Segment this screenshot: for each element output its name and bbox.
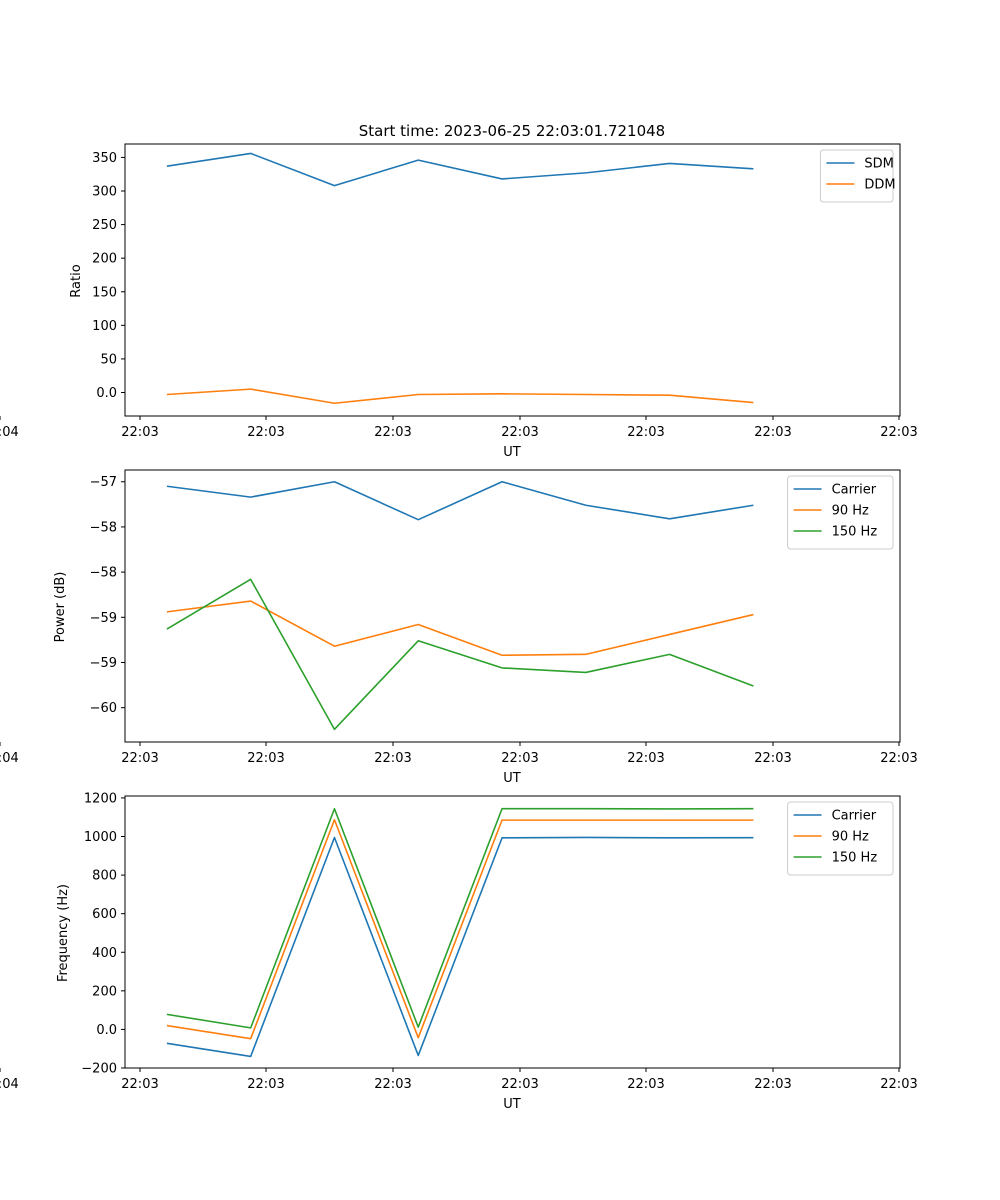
frequency-y-tick-label: 600 [92,907,117,922]
frequency-series-line-150-hz [166,807,754,1029]
ratio-legend-label: SDM [864,157,893,172]
power-series-line-90-hz [166,600,754,657]
power-x-tick-label: 22:03 [880,751,917,766]
frequency-x-tick-label: 22:03 [121,1077,158,1092]
power-y-axis-label: Power (dB) [53,572,68,643]
ratio-y-tick-label: 200 [92,252,117,267]
power-axes-frame [124,469,901,743]
ratio-axes-frame [124,143,901,417]
power-x-tick-label: 22:03 [754,751,791,766]
ratio-series-line-ddm [166,388,754,405]
ratio-plot-area: 22:03 22:03 22:03 22:03 22:03 22:03 22:03 22:04… [0,143,918,440]
ratio-x-tick-label: 22:03 [880,425,917,440]
ratio-y-tick-label: 0.0 [96,386,117,401]
power-legend-label: 150 Hz [832,525,878,540]
power-legend-label: Carrier [832,483,877,498]
ratio-legend: SDM DDM [819,149,896,203]
frequency-x-tick-label: 22:03 [880,1077,917,1092]
power-y-tick-label: −59 [90,611,117,626]
frequency-y-tick-label: −200 [81,1062,117,1077]
power-y-tick-label: −58 [90,566,117,581]
ratio-x-tick-label: 22:03 [247,425,284,440]
power-legend-label: 90 Hz [832,504,869,519]
ratio-x-axis-label: UT [503,445,521,460]
power-panel: 22:03 22:03 22:03 22:03 22:03 22:03 22:03 22:04… [0,469,918,786]
ratio-y-tick-label: 350 [92,151,117,166]
ratio-x-tick-label: 22:03 [627,425,664,440]
ratio-x-tick-label: 22:03 [501,425,538,440]
ratio-panel: Start time: 2023-06-25 22:03:01.721048 2… [0,122,918,460]
ratio-y-tick-label: 150 [92,285,117,300]
power-y-tick-label: −60 [90,701,117,716]
power-x-tick-label: 22:03 [627,751,664,766]
frequency-x-tick-label: 22:03 [754,1077,791,1092]
frequency-legend: Carrier 90 Hz 150 Hz [787,801,894,876]
ratio-y-axis-label: Ratio [69,264,84,297]
power-plot-area: 22:03 22:03 22:03 22:03 22:03 22:03 22:03 22:04… [0,469,918,766]
power-x-tick-label: 22:03 [501,751,538,766]
frequency-series-line-carrier [166,836,754,1058]
frequency-axes-frame [124,795,901,1069]
ratio-y-tick-label: 50 [100,352,117,367]
frequency-plot-area: 22:03 22:03 22:03 22:03 22:03 22:03 22:03 22:04… [0,791,918,1092]
power-series-line-150-hz [166,578,754,731]
ratio-series-line-sdm [166,152,754,187]
frequency-x-tick-label: 22:04 [0,1077,19,1092]
ratio-x-tick-label: 22:04 [0,425,19,440]
frequency-series-line-90-hz [166,818,754,1040]
frequency-x-tick-label: 22:03 [627,1077,664,1092]
power-x-tick-label: 22:03 [247,751,284,766]
frequency-x-axis-label: UT [503,1097,521,1112]
frequency-legend-label: 90 Hz [832,830,869,845]
ratio-x-tick-label: 22:03 [374,425,411,440]
power-y-tick-label: −59 [90,656,117,671]
frequency-y-tick-label: 0.0 [96,1023,117,1038]
power-x-tick-label: 22:04 [0,751,19,766]
frequency-y-tick-label: 1000 [84,830,117,845]
power-y-tick-label: −58 [90,520,117,535]
frequency-y-axis-label: Frequency (Hz) [56,884,71,982]
power-series-line-carrier [166,480,754,521]
frequency-legend-label: 150 Hz [832,851,878,866]
frequency-y-tick-label: 800 [92,869,117,884]
ratio-legend-label: DDM [864,178,895,193]
ratio-y-tick-label: 100 [92,319,117,334]
frequency-y-tick-label: 400 [92,946,117,961]
power-legend: Carrier 90 Hz 150 Hz [787,475,894,550]
power-x-axis-label: UT [503,771,521,786]
power-y-tick-label: −57 [90,475,117,490]
frequency-x-tick-label: 22:03 [247,1077,284,1092]
frequency-legend-label: Carrier [832,809,877,824]
power-x-tick-label: 22:03 [374,751,411,766]
ratio-y-tick-label: 250 [92,218,117,233]
ratio-x-tick-label: 22:03 [754,425,791,440]
frequency-x-tick-label: 22:03 [501,1077,538,1092]
frequency-x-tick-label: 22:03 [374,1077,411,1092]
power-x-tick-label: 22:03 [121,751,158,766]
ratio-y-tick-label: 300 [92,185,117,200]
ratio-x-tick-label: 22:03 [121,425,158,440]
frequency-y-tick-label: 200 [92,984,117,999]
frequency-y-tick-label: 1200 [84,791,117,806]
frequency-panel: 22:03 22:03 22:03 22:03 22:03 22:03 22:03 22:04… [0,791,918,1112]
chart-title: Start time: 2023-06-25 22:03:01.721048 [359,122,665,140]
